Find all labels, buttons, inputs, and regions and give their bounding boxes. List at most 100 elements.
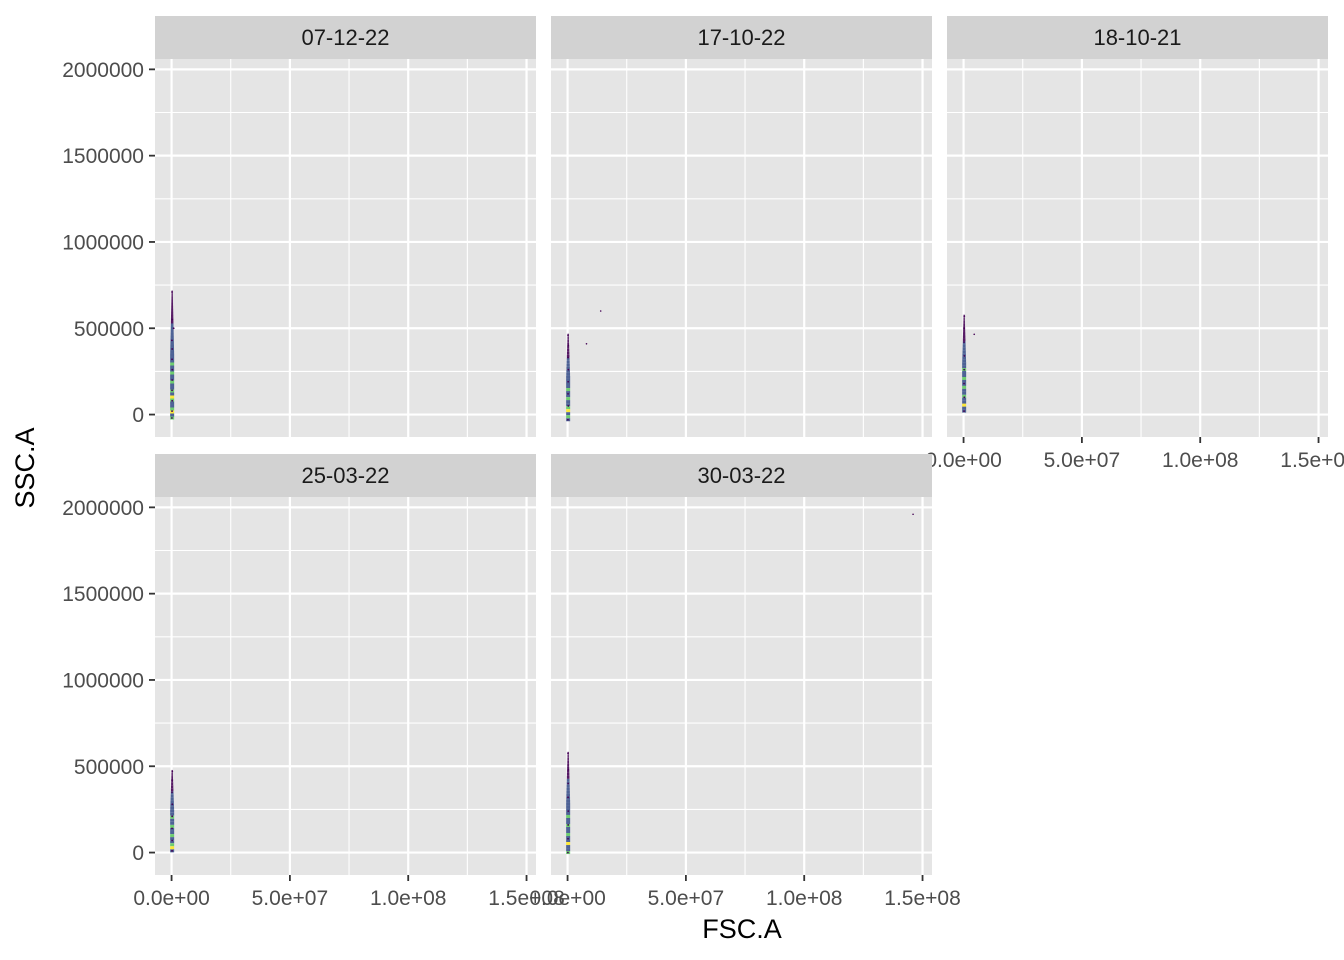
density-cell xyxy=(566,845,571,849)
density-cell xyxy=(566,802,571,806)
facet-panel: 07-12-22 0 500000 1000000 1500000 2000000 xyxy=(62,16,536,437)
data-point xyxy=(171,399,174,402)
facet-strip xyxy=(551,16,932,59)
facet-strip xyxy=(155,454,536,497)
data-point xyxy=(567,405,570,407)
y-tick-label: 1500000 xyxy=(62,145,144,168)
data-point xyxy=(963,368,966,371)
density-cell xyxy=(170,834,175,838)
density-cell xyxy=(566,406,571,410)
density-cell xyxy=(567,348,570,352)
density-cell xyxy=(566,375,571,379)
density-cell xyxy=(962,344,966,348)
density-cell xyxy=(170,377,175,381)
panel-background xyxy=(155,497,536,875)
data-point xyxy=(567,356,569,359)
density-cell xyxy=(962,335,966,339)
density-cell xyxy=(566,394,571,398)
density-cell xyxy=(962,365,967,369)
density-cell xyxy=(170,794,174,798)
data-point xyxy=(171,779,174,781)
data-point xyxy=(567,837,569,840)
data-point xyxy=(171,339,173,342)
density-cell xyxy=(566,403,571,407)
panel-background xyxy=(947,59,1328,437)
density-cell xyxy=(963,332,966,336)
density-cell xyxy=(170,395,175,399)
data-point xyxy=(963,315,966,318)
density-cell xyxy=(170,818,175,822)
density-cell xyxy=(171,293,173,297)
data-point xyxy=(585,342,588,345)
density-cell xyxy=(962,400,967,404)
data-point xyxy=(963,341,965,343)
density-cell xyxy=(566,790,570,794)
density-cell xyxy=(170,837,175,841)
density-cell xyxy=(170,374,175,378)
y-tick-label: 1500000 xyxy=(62,583,144,606)
density-cell xyxy=(566,820,571,824)
x-axis-title: FSC.A xyxy=(702,914,782,944)
density-cell xyxy=(962,356,966,360)
facet-strip-label: 17-10-22 xyxy=(697,25,785,50)
points-group xyxy=(170,769,175,853)
density-cell xyxy=(566,799,571,803)
density-cell xyxy=(170,323,174,327)
y-tick-label: 500000 xyxy=(74,318,144,341)
data-point xyxy=(963,396,966,399)
density-cell xyxy=(566,409,571,413)
data-point xyxy=(171,368,174,371)
panel-background xyxy=(551,59,932,437)
density-cell xyxy=(567,757,569,761)
density-cell xyxy=(566,381,571,385)
facet-panel: 18-10-21 0.0e+00 5.0e+07 1.0e+08 1.5e+08 xyxy=(925,16,1344,472)
data-point xyxy=(567,851,569,854)
facet-strip-label: 07-12-22 xyxy=(301,25,389,50)
density-cell xyxy=(170,344,174,348)
x-tick-label: 0.0e+00 xyxy=(925,449,1002,472)
y-axis-title: SSC.A xyxy=(10,427,40,508)
x-tick-label: 5.0e+07 xyxy=(648,887,725,910)
data-point xyxy=(912,513,914,516)
density-cell xyxy=(170,380,175,384)
data-point xyxy=(171,389,173,392)
data-point xyxy=(567,334,569,337)
density-cell xyxy=(170,800,174,804)
density-cell xyxy=(566,784,570,788)
data-point xyxy=(567,782,570,785)
panel-background xyxy=(155,59,536,437)
density-cell xyxy=(171,776,173,780)
density-cell xyxy=(566,805,571,809)
density-cell xyxy=(962,406,967,410)
density-cell xyxy=(566,839,571,843)
x-tick-label: 1.5e+08 xyxy=(884,887,961,910)
data-point xyxy=(171,803,174,806)
x-tick-label: 1.5e+08 xyxy=(488,887,565,910)
data-point xyxy=(171,379,174,381)
data-point xyxy=(963,354,966,357)
density-cell xyxy=(566,372,571,376)
density-cell xyxy=(566,360,570,364)
x-tick-label: 5.0e+07 xyxy=(1044,449,1121,472)
density-cell xyxy=(963,329,966,333)
data-point xyxy=(973,333,976,336)
y-tick-label: 0 xyxy=(132,842,144,865)
data-point xyxy=(567,380,570,383)
density-cell xyxy=(566,363,570,367)
density-cell xyxy=(170,359,175,363)
density-cell xyxy=(566,397,571,401)
density-cell xyxy=(567,769,570,773)
density-cell xyxy=(566,351,570,355)
density-cell xyxy=(170,846,175,850)
density-cell xyxy=(171,305,174,309)
density-cell xyxy=(566,778,570,782)
x-tick-label: 1.0e+08 xyxy=(766,887,843,910)
x-tick-label: 1.0e+08 xyxy=(1162,449,1239,472)
x-tick-label: 0.0e+00 xyxy=(133,887,210,910)
density-cell xyxy=(171,782,174,786)
density-cell xyxy=(566,827,571,831)
data-point xyxy=(171,410,173,413)
density-cell xyxy=(171,299,173,303)
density-cell xyxy=(170,815,175,819)
density-cell xyxy=(962,347,966,351)
